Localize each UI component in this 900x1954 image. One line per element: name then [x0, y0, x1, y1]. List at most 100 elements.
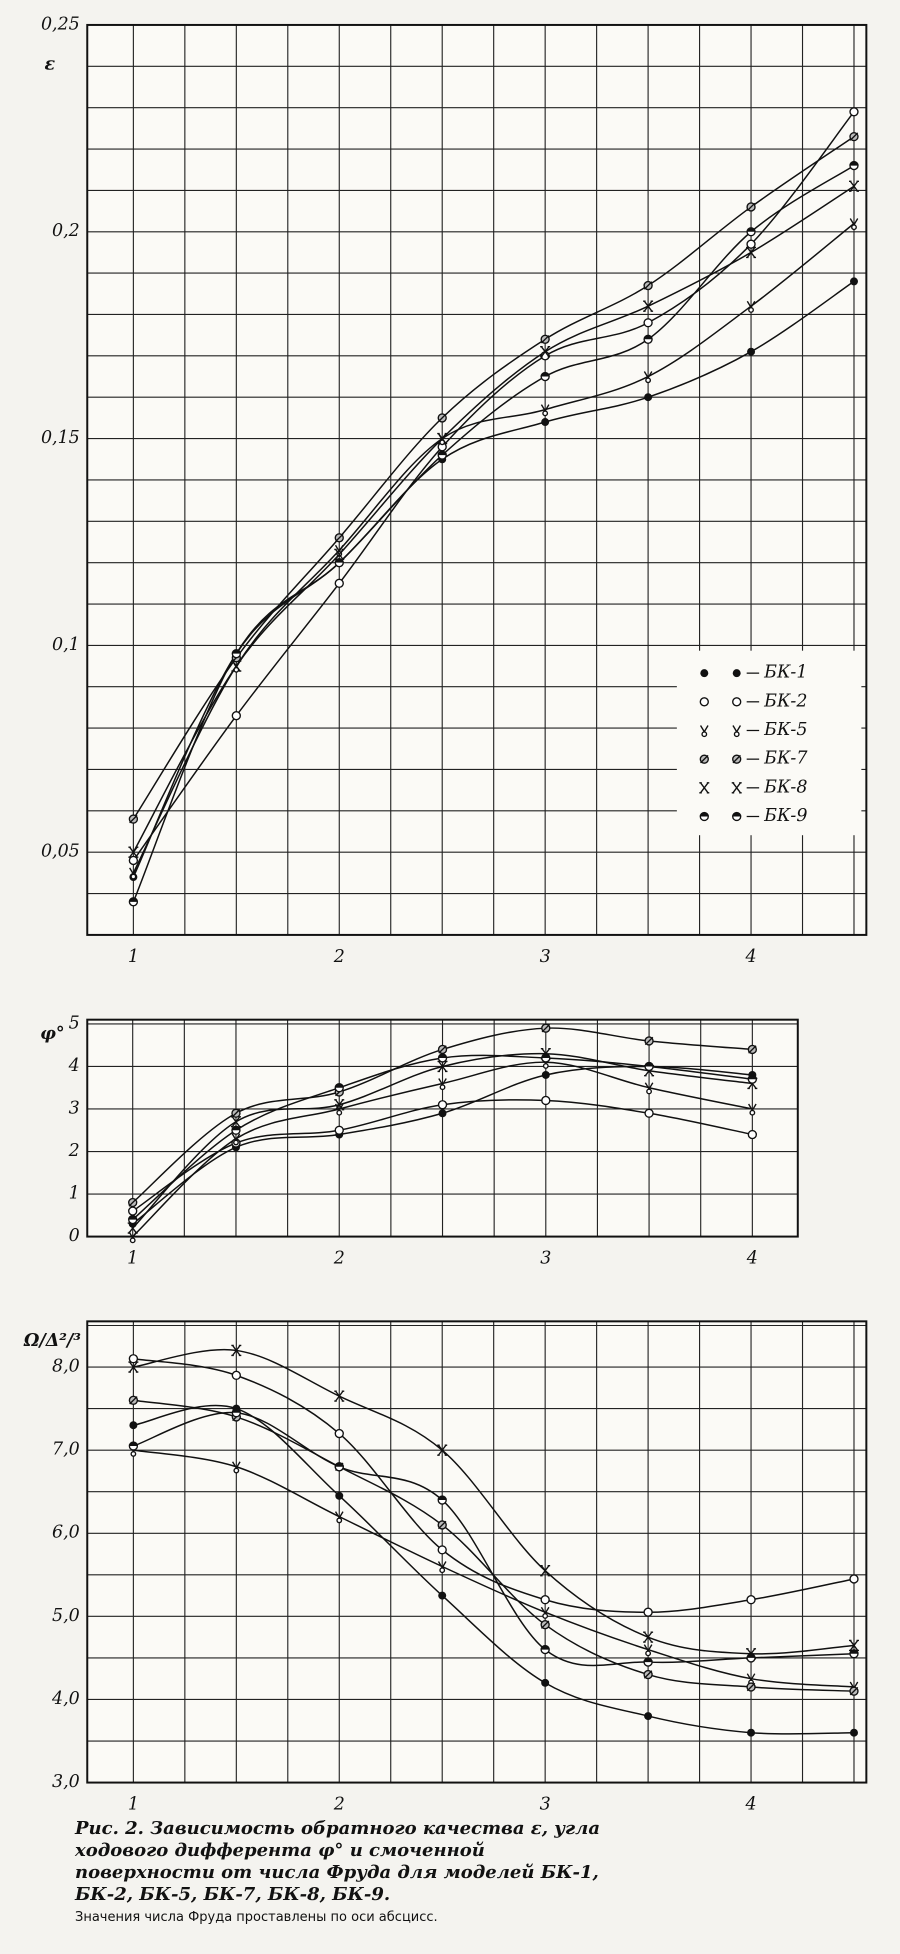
marker-part: [644, 1658, 653, 1663]
marker-part: [643, 1670, 653, 1679]
marker-part: [128, 1206, 138, 1216]
marker-part: [335, 1083, 344, 1088]
marker-part: [129, 814, 138, 824]
x-tick-label: 3: [540, 947, 551, 967]
marker: [231, 1133, 241, 1146]
marker: [541, 1678, 550, 1687]
legend-label: БК-5: [763, 720, 807, 740]
marker-part: [644, 335, 653, 340]
marker: [334, 1390, 345, 1402]
marker-part: [541, 1095, 551, 1106]
marker-part: [439, 1567, 446, 1574]
plot-frame: [86, 1320, 868, 1784]
marker: [850, 277, 858, 286]
y-tick-label: 7,0: [52, 1440, 80, 1460]
marker-part: [644, 1036, 654, 1046]
marker: [850, 1728, 858, 1737]
marker-part: [541, 1645, 550, 1650]
marker: [643, 1669, 653, 1680]
marker-part: [849, 180, 859, 192]
marker: [334, 1511, 344, 1524]
marker: [849, 107, 859, 117]
marker: [747, 347, 756, 356]
marker: [334, 1462, 344, 1472]
marker: [643, 1631, 654, 1643]
marker: [540, 1606, 550, 1619]
marker: [128, 1361, 139, 1373]
marker-part: [643, 1607, 653, 1617]
y-tick-label: 8,0: [52, 1357, 80, 1377]
marker-part: [644, 393, 653, 402]
marker: [699, 697, 709, 707]
marker: [849, 1649, 859, 1659]
marker-part: [335, 533, 344, 543]
marker: [231, 711, 241, 721]
marker-part: [335, 1462, 344, 1467]
marker-part: [232, 1408, 241, 1413]
y-axis-label: Ω/Δ²/³: [23, 1331, 81, 1351]
marker-part: [231, 711, 241, 721]
marker-part: [128, 1361, 139, 1373]
marker: [437, 1495, 447, 1505]
marker-part: [129, 1442, 138, 1446]
marker: [644, 1061, 654, 1072]
marker-part: [746, 202, 756, 212]
marker: [540, 1619, 550, 1630]
marker: [849, 1686, 859, 1696]
marker-part: [643, 1631, 654, 1643]
marker: [699, 754, 709, 764]
marker-part: [645, 1650, 652, 1657]
marker: [746, 1682, 756, 1692]
y-tick-label: 0,25: [41, 14, 80, 34]
legend-entry: БК-7: [699, 749, 808, 769]
x-tick-label: 4: [744, 947, 756, 967]
marker: [732, 697, 742, 707]
marker: [437, 1444, 448, 1456]
plot-frame: [86, 23, 868, 936]
legend-label: БК-7: [763, 749, 808, 769]
marker-part: [334, 1125, 344, 1135]
marker-part: [645, 377, 652, 384]
marker-part: [849, 1639, 859, 1652]
legend-entry: БК-1: [700, 663, 807, 683]
marker: [334, 533, 344, 543]
marker-part: [850, 1728, 858, 1737]
marker-part: [732, 697, 742, 707]
marker: [128, 1354, 139, 1364]
marker: [437, 450, 447, 460]
legend-label: БК-1: [763, 663, 807, 683]
marker: [747, 1074, 758, 1084]
marker: [540, 334, 550, 344]
marker: [437, 1545, 447, 1555]
x-tick-label: 1: [127, 1249, 138, 1269]
marker-part: [230, 1116, 241, 1128]
marker: [732, 669, 741, 678]
marker-part: [748, 1045, 757, 1054]
marker-part: [130, 1450, 137, 1457]
y-axis-label: ε: [45, 54, 56, 74]
marker: [643, 280, 653, 291]
marker-part: [439, 1084, 446, 1091]
marker-part: [438, 1496, 447, 1501]
marker: [335, 1491, 344, 1500]
marker-part: [128, 855, 139, 866]
marker-part: [231, 1344, 242, 1357]
marker-part: [700, 754, 709, 764]
legend-entry: БК-2: [699, 691, 807, 711]
marker-part: [437, 413, 447, 423]
marker-part: [437, 1060, 448, 1073]
series-line: [133, 1411, 855, 1667]
marker-part: [128, 846, 139, 858]
marker-part: [644, 1712, 653, 1721]
marker-part: [748, 1075, 757, 1080]
marker: [747, 1129, 758, 1140]
x-tick-label: 3: [540, 1249, 551, 1269]
marker-part: [541, 418, 550, 427]
marker-part: [233, 1139, 239, 1146]
marker: [644, 1082, 654, 1095]
marker: [540, 371, 550, 382]
marker: [437, 432, 448, 445]
caption: Рис. 2. Зависимость обратного качества ε…: [75, 1818, 600, 1905]
marker: [334, 1103, 344, 1116]
